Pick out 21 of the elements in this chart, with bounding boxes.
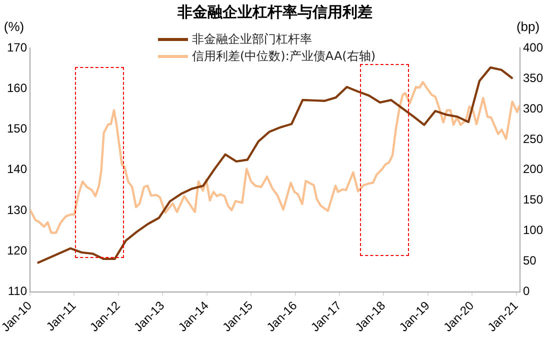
y2-tick-label: 200	[522, 162, 544, 176]
y-tick-label: 120	[6, 244, 28, 258]
y2-tick-label: 350	[522, 70, 544, 85]
chart-title: 非金融企业杠杆率与信用利差	[176, 2, 372, 21]
y-tick-label: 130	[6, 202, 28, 217]
y2-tick-label: 100	[522, 223, 544, 238]
y-axis-title: (%)	[4, 19, 24, 34]
y2-tick-label: 300	[522, 101, 544, 116]
y-tick-label: 140	[6, 162, 28, 176]
y2-tick-label: 400	[522, 40, 544, 54]
legend-label: 信用利差(中位数):产业债AA(右轴)	[192, 48, 376, 65]
y-tick-label: 160	[6, 80, 28, 95]
y-tick-label: 170	[6, 40, 28, 54]
y2-tick-label: 50	[522, 254, 537, 268]
legend-label: 非金融企业部门杠杆率	[192, 31, 312, 48]
y2-tick-label: 0	[522, 284, 530, 298]
y-tick-label: 150	[6, 122, 28, 136]
y-tick-label: 110	[8, 284, 28, 298]
y2-tick-label: 150	[522, 192, 544, 207]
y2-tick-label: 250	[522, 132, 544, 146]
y2-axis-title: (bp)	[516, 19, 540, 34]
